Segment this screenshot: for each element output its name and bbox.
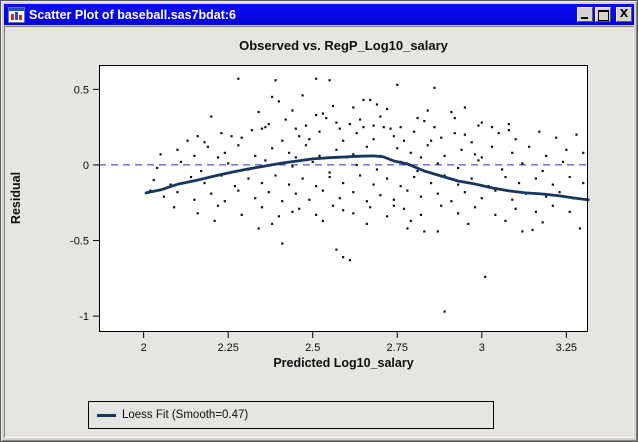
icon-bar-blue xyxy=(15,11,18,20)
icon-bar-red2 xyxy=(19,14,22,20)
plot-background xyxy=(99,65,588,332)
window-controls: X xyxy=(577,7,632,22)
maximize-icon xyxy=(598,10,609,21)
minimize-button[interactable] xyxy=(577,7,593,22)
svg-text:0.5: 0.5 xyxy=(74,84,89,96)
x-axis-label: Predicted Log10_salary xyxy=(273,356,414,370)
legend: Loess Fit (Smooth=0.47) xyxy=(88,401,494,429)
svg-text:2.5: 2.5 xyxy=(305,342,320,354)
loess-fit-curve xyxy=(144,154,590,202)
svg-text:2.25: 2.25 xyxy=(217,342,238,354)
icon-titlestrip xyxy=(9,7,24,11)
maximize-button[interactable] xyxy=(595,7,611,22)
svg-text:2: 2 xyxy=(141,342,147,354)
legend-label: Loess Fit (Smooth=0.47) xyxy=(122,409,249,421)
y-axis-ticks: 0.5 0 -0.5 -1 xyxy=(70,84,99,323)
close-button[interactable]: X xyxy=(616,7,632,22)
loess-line-swatch xyxy=(97,413,116,417)
chart-title: Observed vs. RegP_Log10_salary xyxy=(239,38,448,53)
svg-text:0: 0 xyxy=(83,160,89,172)
plot-frame xyxy=(99,65,588,332)
window-system-menu-icon[interactable] xyxy=(8,6,25,23)
icon-bar-red xyxy=(11,13,14,20)
svg-text:-1: -1 xyxy=(79,311,89,323)
scatter-plot-area[interactable]: 2 2.25 2.5 2.75 3 3.25 0.5 0 -0.5 -1 xyxy=(70,65,590,354)
title-bar[interactable]: Scatter Plot of baseball.sas7bdat:6 X xyxy=(4,4,634,25)
svg-text:2.75: 2.75 xyxy=(387,342,408,354)
svg-text:-0.5: -0.5 xyxy=(70,236,89,248)
x-axis-ticks: 2 2.25 2.5 2.75 3 3.25 xyxy=(141,332,577,354)
y-axis-label: Residual xyxy=(9,171,23,225)
scatter-points xyxy=(149,77,585,313)
svg-text:3: 3 xyxy=(479,342,485,354)
window-title: Scatter Plot of baseball.sas7bdat:6 xyxy=(29,7,237,22)
close-icon: X xyxy=(619,7,629,20)
svg-text:3.25: 3.25 xyxy=(556,342,577,354)
minimize-icon xyxy=(581,17,588,19)
